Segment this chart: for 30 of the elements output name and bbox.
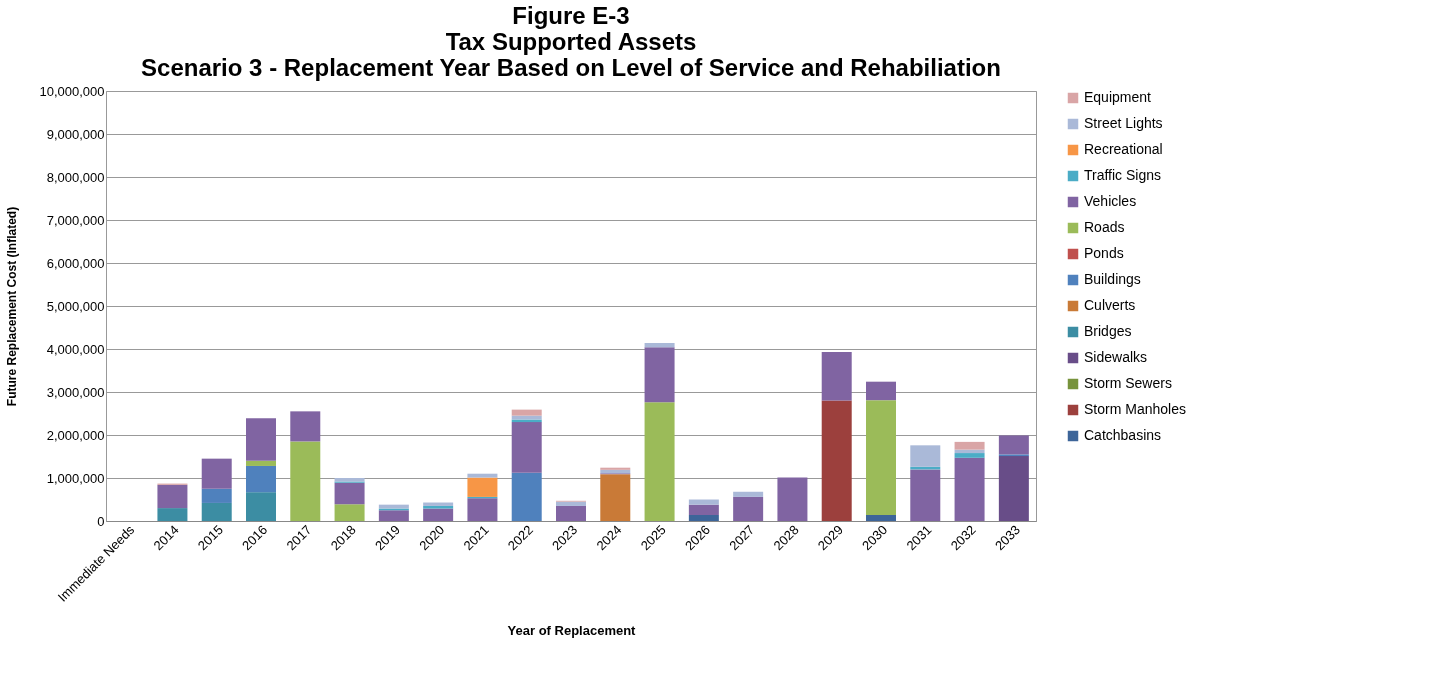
text: Figure E-3 [512, 2, 630, 29]
legend-label: Catchbasins [1084, 427, 1162, 443]
legend-label: Storm Sewers [1084, 375, 1172, 391]
y-tick-label: 2,000,000 [46, 427, 105, 443]
legend-label: Ponds [1084, 245, 1124, 261]
legend-label: Street Lights [1084, 115, 1163, 131]
y-tick-label: 10,000,000 [39, 83, 105, 99]
legend-label: Bridges [1084, 323, 1132, 339]
y-axis-title: Future Replacement Cost (Inflated) [5, 206, 20, 407]
legend-label: Recreational [1084, 141, 1163, 157]
legend-label: Sidewalks [1084, 349, 1148, 365]
x-axis-title: Year of Replacement [507, 622, 637, 638]
legend-label: Traffic Signs [1084, 167, 1162, 183]
y-tick-label: 8,000,000 [46, 169, 105, 185]
legend-label: Culverts [1084, 297, 1136, 313]
y-tick-label: 9,000,000 [46, 126, 105, 142]
y-tick-label: 4,000,000 [46, 341, 105, 357]
text: Scenario 3 - Replacement Year Based on Level of Service and Rehabiliation [141, 54, 1001, 81]
legend-label: Buildings [1084, 271, 1141, 287]
y-tick-label: 5,000,000 [46, 298, 105, 314]
y-tick-label: 7,000,000 [46, 212, 105, 228]
y-tick-label: 6,000,000 [46, 255, 105, 271]
legend-label: Storm Manholes [1084, 401, 1186, 417]
legend-label: Vehicles [1084, 193, 1137, 209]
text: Tax Supported Assets [445, 28, 697, 55]
legend-label: Equipment [1084, 89, 1152, 105]
y-tick-label: 3,000,000 [46, 384, 105, 400]
y-tick-label: 0 [97, 513, 105, 529]
y-tick-label: 1,000,000 [46, 470, 105, 486]
legend-label: Roads [1084, 219, 1125, 235]
